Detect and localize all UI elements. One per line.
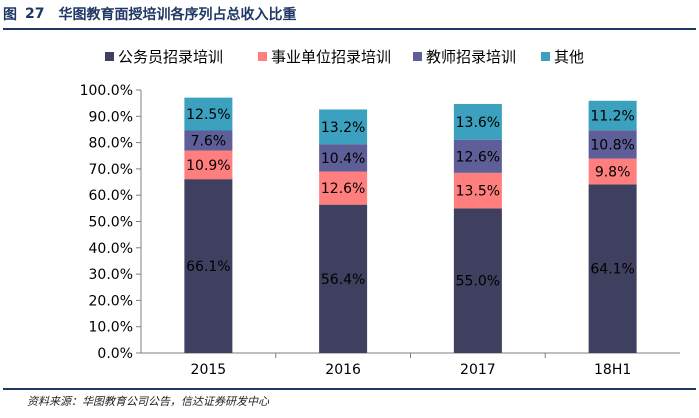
data-label: 9.8% xyxy=(595,165,631,181)
legend-label: 事业单位招录培训 xyxy=(271,48,391,66)
figure-title: 华图教育面授培训各序列占总收入比重 xyxy=(58,7,297,23)
y-tick-label: 90.0% xyxy=(89,109,133,125)
y-tick-label: 100.0% xyxy=(80,83,133,99)
data-label: 12.6% xyxy=(321,181,365,197)
data-label: 13.2% xyxy=(321,120,365,136)
legend-swatch xyxy=(105,52,114,61)
bar-segment xyxy=(453,172,502,209)
figure-source: 资料来源：华图教育公司公告，信达证券研发中心 xyxy=(3,388,696,418)
x-tick-label: 18H1 xyxy=(594,362,631,378)
data-label: 11.2% xyxy=(590,109,634,125)
data-label: 66.1% xyxy=(186,259,230,275)
y-tick-label: 50.0% xyxy=(89,215,133,231)
y-tick-label: 0.0% xyxy=(97,346,133,362)
bar-segment xyxy=(588,158,637,185)
x-tick-label: 2016 xyxy=(325,362,361,378)
legend-swatch xyxy=(413,52,422,61)
legend-label: 教师招录培训 xyxy=(426,48,516,66)
bar-segment xyxy=(184,150,233,180)
data-label: 12.6% xyxy=(456,149,500,165)
figure-label: 图 xyxy=(3,7,17,23)
y-tick-label: 10.0% xyxy=(89,320,133,336)
data-label: 10.8% xyxy=(590,137,634,153)
legend-swatch xyxy=(541,52,550,61)
data-label: 13.5% xyxy=(456,184,500,200)
data-label: 10.9% xyxy=(186,158,230,174)
y-tick-label: 60.0% xyxy=(89,188,133,204)
bar-segment xyxy=(588,130,637,159)
data-label: 64.1% xyxy=(590,262,634,278)
bar-segment xyxy=(588,184,637,353)
stacked-bar-chart: 0.0% 10.0% 20.0% 30.0% 40.0% 50.0% 60.0% 70.0% 8… xyxy=(80,48,680,378)
bar-segment xyxy=(184,130,233,151)
data-label: 13.6% xyxy=(456,115,500,131)
data-label: 12.5% xyxy=(186,107,230,123)
bar-segment xyxy=(319,204,368,353)
x-tick-label: 2015 xyxy=(191,362,227,378)
y-tick-label: 30.0% xyxy=(89,267,133,283)
y-tick-label: 70.0% xyxy=(89,162,133,178)
bar-segment xyxy=(453,208,502,353)
bar-segment xyxy=(184,179,233,353)
data-label: 56.4% xyxy=(321,272,365,288)
y-tick-label: 80.0% xyxy=(89,136,133,152)
legend-swatch xyxy=(258,52,267,61)
data-label: 10.4% xyxy=(321,151,365,167)
data-label: 7.6% xyxy=(191,133,227,149)
x-tick-label: 2017 xyxy=(460,362,496,378)
bar-segment xyxy=(184,97,233,131)
y-tick-label: 20.0% xyxy=(89,293,133,309)
y-tick-label: 40.0% xyxy=(89,241,133,257)
legend-label: 其他 xyxy=(554,48,584,66)
data-label: 55.0% xyxy=(456,274,500,290)
bar-segment xyxy=(453,103,502,140)
bar-segment xyxy=(319,109,368,145)
bar-segment xyxy=(588,100,637,131)
figure-number: 27 xyxy=(25,6,45,22)
bar-segment xyxy=(319,144,368,172)
bar-segment xyxy=(319,171,368,205)
legend-label: 公务员招录培训 xyxy=(118,48,223,66)
figure-header: 图 27 华图教育面授培训各序列占总收入比重 xyxy=(3,0,696,30)
bar-segment xyxy=(453,139,502,173)
